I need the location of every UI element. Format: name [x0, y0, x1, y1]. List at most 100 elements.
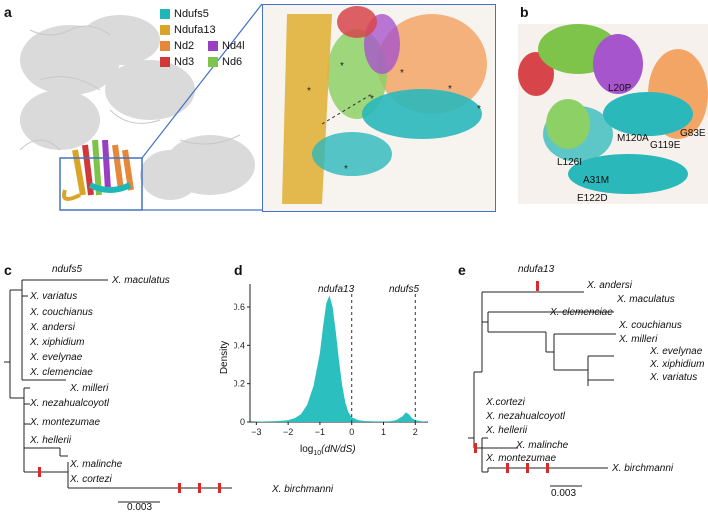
scale-label: 0.003 [551, 488, 577, 499]
svg-text:*: * [448, 84, 452, 95]
taxon-label: X. andersi [587, 280, 633, 291]
taxon-label: X. andersi [30, 322, 76, 333]
tree-c-mut-mark [198, 483, 201, 493]
mutation-label-g83e: G83E [680, 128, 706, 139]
taxon-label: X. malinche [70, 459, 123, 470]
tree-c-mut-mark [218, 483, 221, 493]
density-area [250, 295, 428, 422]
taxon-label: X. birchmanni [612, 463, 674, 474]
mutation-label-l126i: L126I [557, 157, 583, 168]
legend-item-ndufa13: Ndufa13 [160, 24, 216, 36]
mutation-closeup-image [518, 24, 708, 204]
taxon-label: X. milleri [619, 334, 658, 345]
swatch-icon [208, 57, 218, 68]
zoomed-structure-image: * * * * * * * [262, 4, 496, 212]
legend-label: Nd2 [174, 40, 195, 52]
x-tick-label: 1 [381, 427, 386, 437]
panel-label-a: a [4, 4, 12, 20]
x-label-ratio: (dN/dS) [321, 444, 356, 455]
x-tick-label: 2 [413, 427, 418, 437]
mutation-label-l20p: L20P [608, 83, 632, 94]
swatch-icon [160, 57, 170, 68]
taxon-label: X. nezahualcoyotl [30, 398, 109, 409]
taxon-label: X. couchianus [30, 307, 93, 318]
legend-item-nd4l: Nd4l [208, 40, 245, 52]
taxon-label: X. couchianus [619, 320, 682, 331]
taxon-label: X. hellerii [30, 435, 72, 446]
tree-e-branches [468, 281, 616, 487]
taxon-label: X. variatus [650, 372, 698, 383]
taxon-label: X. cortezi [70, 474, 112, 485]
legend-item-nd6: Nd6 [208, 56, 242, 68]
tree-e-mut-mark [536, 281, 539, 291]
taxon-label: X. milleri [70, 383, 109, 394]
legend-label: Ndufa13 [174, 24, 216, 36]
svg-text:*: * [340, 61, 344, 72]
legend-label: Nd3 [174, 56, 195, 68]
swatch-icon [160, 9, 170, 20]
panel-label-b: b [520, 4, 529, 20]
tree-e-mut-mark [546, 463, 549, 473]
x-tick-label: −1 [315, 427, 325, 437]
legend-label: Ndufs5 [174, 8, 209, 20]
taxon-label: X. variatus [30, 291, 78, 302]
legend-label: Nd6 [222, 56, 243, 68]
svg-text:*: * [307, 86, 311, 97]
taxon-label: X. clemenciae [30, 367, 93, 378]
density-chart: −3 −2 −1 0 1 2 0 0.2 0.4 0.6 [234, 284, 428, 437]
x-label-main: log [300, 444, 314, 455]
svg-text:*: * [400, 68, 404, 79]
taxon-label: X.cortezi [486, 397, 525, 408]
taxon-label: X. clemenciae [550, 307, 613, 318]
taxon-label: X. montezumae [486, 453, 557, 464]
swatch-icon [208, 41, 218, 52]
taxon-label: X. hellerii [486, 425, 528, 436]
tree-c-mut-mark [178, 483, 181, 493]
legend-item-nd3: Nd3 [160, 56, 194, 68]
y-axis-label: Density [219, 340, 231, 375]
zoom-box [59, 157, 143, 211]
complex-structure-image [19, 3, 262, 211]
taxon-label: X. xiphidium [650, 359, 705, 370]
taxon-label: X. montezumae [30, 417, 101, 428]
svg-text:*: * [477, 104, 481, 115]
taxon-label: X. malinche [516, 440, 569, 451]
x-tick-label: 0 [349, 427, 354, 437]
tree-c-gene-label: ndufs5 [52, 264, 83, 275]
x-axis-label: log10(dN/dS) [300, 444, 356, 457]
x-tick-label: −2 [283, 427, 293, 437]
taxon-label: X. nezahualcoyotl [486, 411, 565, 422]
swatch-icon [160, 41, 170, 52]
panel-label-c: c [4, 262, 12, 278]
y-tick-label: 0 [240, 417, 245, 427]
legend-item-nd2: Nd2 [160, 40, 194, 52]
swatch-icon [160, 25, 170, 36]
tree-e-mut-mark [526, 463, 529, 473]
taxon-label: X. xiphidium [30, 337, 85, 348]
x-tick-label: −3 [251, 427, 261, 437]
taxon-label: X. birchmanni [272, 484, 334, 495]
legend-item-ndufs5: Ndufs5 [160, 8, 209, 20]
panel-label-d: d [234, 262, 243, 278]
svg-text:*: * [344, 164, 348, 175]
scale-label: 0.003 [127, 502, 153, 513]
taxon-label: X. evelynae [30, 352, 83, 363]
taxon-label: X. maculatus [617, 294, 675, 305]
mutation-label-g119e: G119E [650, 140, 681, 151]
marker-label-ndufa13: ndufa13 [318, 284, 355, 295]
tree-c-branches [4, 279, 232, 503]
tree-e-mut-mark [474, 443, 477, 453]
legend-label: Nd4l [222, 40, 245, 52]
svg-text:*: * [370, 94, 374, 105]
panel-label-e: e [458, 262, 466, 278]
marker-label-ndufs5: ndufs5 [389, 284, 420, 295]
tree-c-mut-mark [38, 467, 41, 477]
y-tick-label: 0.2 [234, 379, 245, 389]
tree-e-mut-mark [506, 463, 509, 473]
y-tick-label: 0.4 [234, 340, 245, 350]
tree-e-gene-label: ndufa13 [518, 264, 555, 275]
x-label-sub: 10 [313, 450, 322, 457]
taxon-label: X. evelynae [650, 346, 703, 357]
taxon-label: X. maculatus [112, 275, 170, 286]
y-tick-label: 0.6 [234, 302, 245, 312]
